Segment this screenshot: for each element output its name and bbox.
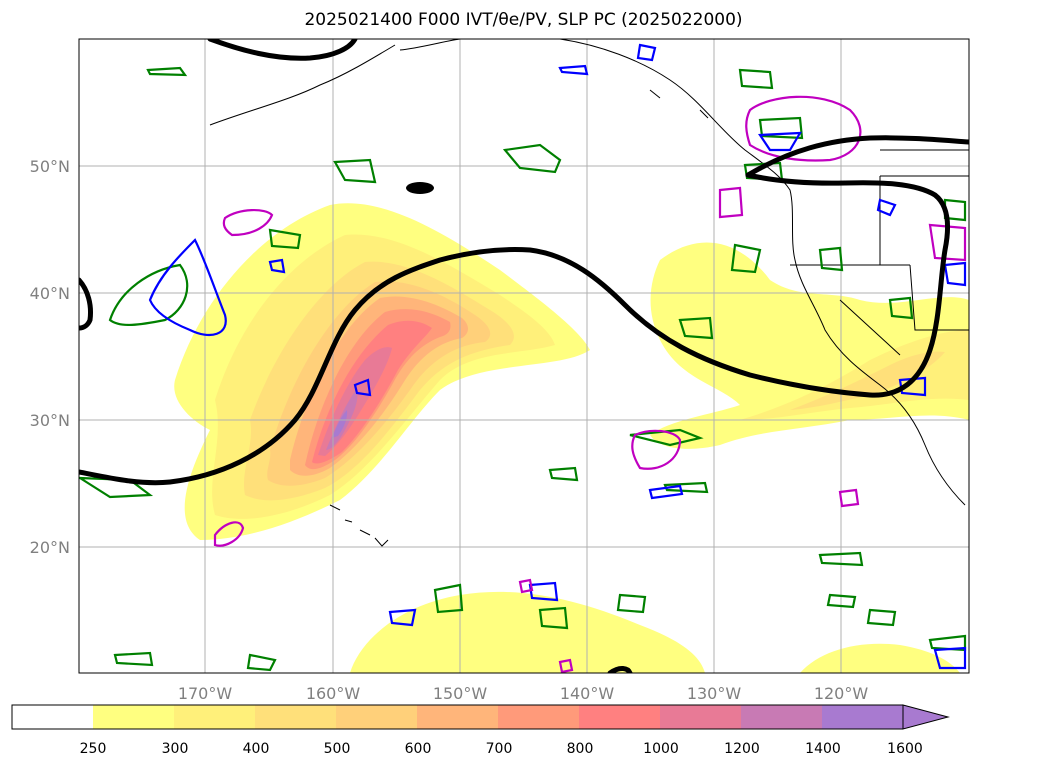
colorbar-tick-label: 1200 — [724, 741, 760, 757]
colorbar-labels: 250 300 400 500 600 700 800 1000 1200 14… — [80, 741, 923, 757]
colorbar-segment — [336, 705, 417, 729]
colorbar-tick-label: 300 — [162, 741, 189, 757]
lat-labels: 50°N 40°N 30°N 20°N — [30, 157, 70, 557]
map-layers — [79, 39, 969, 673]
colorbar-segment — [660, 705, 741, 729]
colorbar-segment — [822, 705, 903, 729]
lon-label: 130°W — [687, 684, 742, 703]
coastlines — [209, 39, 969, 547]
lon-labels: 170°W 160°W 150°W 140°W 130°W 120°W — [178, 684, 869, 703]
lon-label: 160°W — [306, 684, 361, 703]
colorbar-segment — [12, 705, 93, 729]
colorbar-border — [11, 704, 903, 730]
colorbar-tick-label: 1400 — [805, 741, 841, 757]
lat-label: 40°N — [30, 284, 70, 303]
slp-blob — [406, 182, 434, 194]
colorbar-segment — [93, 705, 174, 729]
colorbar-tick-label: 800 — [567, 741, 594, 757]
chart-title: 2025021400 F000 IVT/θe/PV, SLP PC (20250… — [304, 10, 743, 30]
lon-label: 120°W — [814, 684, 869, 703]
lon-label: 150°W — [433, 684, 488, 703]
colorbar-segment — [498, 705, 579, 729]
colorbar-tick-label: 1000 — [643, 741, 679, 757]
lon-label: 170°W — [178, 684, 233, 703]
colorbar-tick-label: 400 — [243, 741, 270, 757]
lon-label: 140°W — [560, 684, 615, 703]
colorbar-segment — [579, 705, 660, 729]
ivt-shading-main — [174, 203, 591, 541]
colorbar-segment — [417, 705, 498, 729]
ivt-shading-east — [650, 242, 969, 449]
slp-pc-contours — [79, 39, 969, 673]
colorbar-tick-label: 700 — [486, 741, 513, 757]
colorbar-tick-label: 1600 — [887, 741, 923, 757]
graticule — [79, 39, 969, 673]
theta-e-contours-magenta — [213, 95, 967, 673]
map-frame — [78, 38, 970, 674]
pv-contours-blue — [148, 43, 967, 670]
colorbar-tick-label: 600 — [405, 741, 432, 757]
colorbar-tick-label: 250 — [80, 741, 107, 757]
colorbar-extend-arrow — [902, 704, 950, 730]
colorbar — [11, 704, 950, 730]
lat-label: 30°N — [30, 411, 70, 430]
colorbar-segment — [255, 705, 336, 729]
colorbar-segment — [741, 705, 822, 729]
lat-label: 20°N — [30, 538, 70, 557]
colorbar-tick-label: 500 — [324, 741, 351, 757]
lat-label: 50°N — [30, 157, 70, 176]
colorbar-segment — [174, 705, 255, 729]
